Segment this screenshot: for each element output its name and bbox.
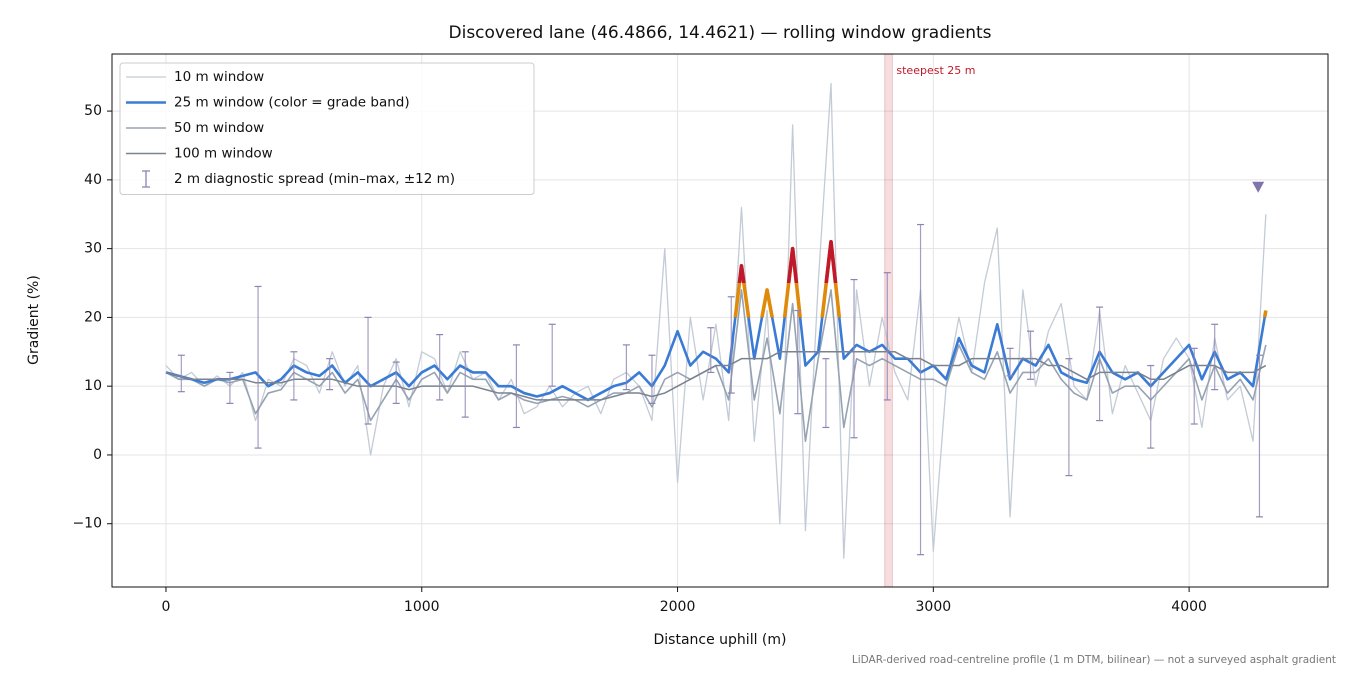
error-bar (461, 351, 469, 418)
error-bar (727, 296, 735, 394)
error-bar (392, 361, 400, 404)
y-tick-label: 20 (84, 309, 102, 325)
legend-label: 100 m window (174, 146, 273, 162)
x-tick-label: 0 (162, 599, 171, 615)
x-axis-label: Distance uphill (m) (654, 632, 787, 648)
y-tick-label: 30 (84, 241, 102, 257)
error-bar (512, 344, 520, 429)
x-tick-label: 2000 (660, 599, 696, 615)
legend-label: 50 m window (174, 120, 264, 136)
error-bar (226, 371, 234, 404)
error-bar (917, 223, 925, 556)
error-bar (177, 354, 185, 393)
error-bar (1096, 306, 1104, 422)
footnote: LiDAR-derived road-centreline profile (1… (852, 654, 1336, 666)
error-bar (1211, 323, 1219, 391)
legend-box (119, 62, 535, 195)
error-bar (290, 351, 298, 401)
x-tick-label: 3000 (916, 599, 952, 615)
legend-label: 25 m window (color = grade band) (174, 95, 410, 111)
error-bar (1147, 364, 1155, 449)
error-bar (648, 354, 656, 404)
error-bar (254, 285, 262, 449)
y-tick-label: −10 (72, 516, 102, 532)
plot-frame (111, 53, 1329, 588)
error-bar (1065, 358, 1073, 477)
error-bar (1255, 354, 1263, 518)
y-axis-label: Gradient (%) (26, 275, 42, 365)
y-tick-label: 10 (84, 378, 102, 394)
error-bar (326, 358, 334, 391)
series-line (165, 240, 1268, 402)
error-bar (707, 327, 715, 374)
error-bar (548, 323, 556, 387)
highlight-span (884, 53, 893, 588)
marker (1252, 181, 1265, 193)
error-bar (794, 309, 802, 415)
error-bar (364, 316, 372, 425)
error-bar (622, 344, 630, 391)
legend-label: 2 m diagnostic spread (min–max, ±12 m) (174, 171, 455, 187)
error-bar (850, 278, 858, 439)
y-tick-label: 0 (93, 447, 102, 463)
highlight-label: steepest 25 m (896, 64, 975, 77)
series-line (165, 351, 1267, 401)
error-bar (1006, 347, 1014, 377)
x-tick-label: 1000 (404, 599, 440, 615)
error-bar (1190, 347, 1198, 425)
legend-label: 10 m window (174, 69, 264, 85)
y-tick-label: 40 (84, 172, 102, 188)
error-bar (883, 272, 891, 401)
error-bar (436, 333, 444, 401)
chart-title: Discovered lane (46.4866, 14.4621) — rol… (449, 23, 992, 43)
error-bar (822, 358, 830, 429)
x-tick-label: 4000 (1171, 599, 1207, 615)
y-tick-label: 50 (84, 103, 102, 119)
error-bar (1027, 330, 1035, 380)
